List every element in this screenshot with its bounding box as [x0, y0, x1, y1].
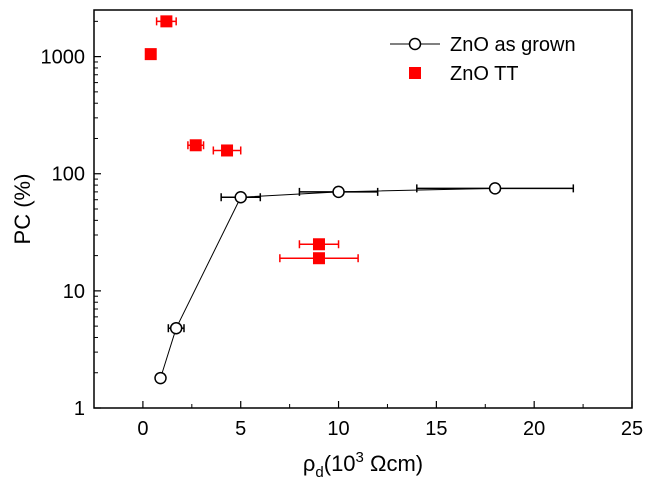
y-axis-ticks: 1 10 100 1000 [41, 20, 101, 420]
data-point [144, 48, 157, 61]
x-tick-label: 5 [235, 418, 246, 440]
legend-label-tt: ZnO TT [450, 63, 519, 85]
plot-frame [93, 9, 633, 409]
y-axis-label: PC (%) [10, 174, 35, 245]
data-point [169, 321, 183, 335]
y-tick-label: 100 [52, 164, 85, 186]
data-point [221, 144, 234, 157]
x-tick-label: 20 [523, 418, 545, 440]
data-point [312, 238, 325, 251]
x-tick-label: 15 [425, 418, 447, 440]
series-as-grown [154, 182, 575, 385]
plot-area: 0 5 10 15 20 25 1 10 100 1000 [41, 9, 643, 440]
data-point [234, 190, 247, 204]
y-tick-label: 1000 [41, 47, 86, 69]
x-axis-ticks: 0 5 10 15 20 25 [93, 401, 643, 440]
legend-marker-tt [409, 67, 421, 79]
series-layer [144, 15, 575, 385]
y-tick-label: 10 [63, 281, 85, 303]
data-point [160, 15, 173, 28]
x-tick-label: 0 [137, 418, 148, 440]
data-point [154, 371, 167, 385]
data-point [189, 139, 202, 152]
legend-marker-as-grown [408, 37, 422, 51]
data-point [488, 182, 502, 195]
series-tt [144, 15, 359, 265]
legend: ZnO as grown ZnO TT [390, 34, 576, 85]
x-tick-label: 10 [327, 418, 349, 440]
x-tick-label: 25 [621, 418, 643, 440]
x-axis-label: ρd(103 Ωcm) [303, 449, 423, 481]
data-point [312, 252, 325, 265]
series-line [160, 187, 496, 379]
legend-label-as-grown: ZnO as grown [450, 34, 576, 56]
y-tick-label: 1 [74, 398, 85, 420]
data-point [332, 185, 345, 199]
